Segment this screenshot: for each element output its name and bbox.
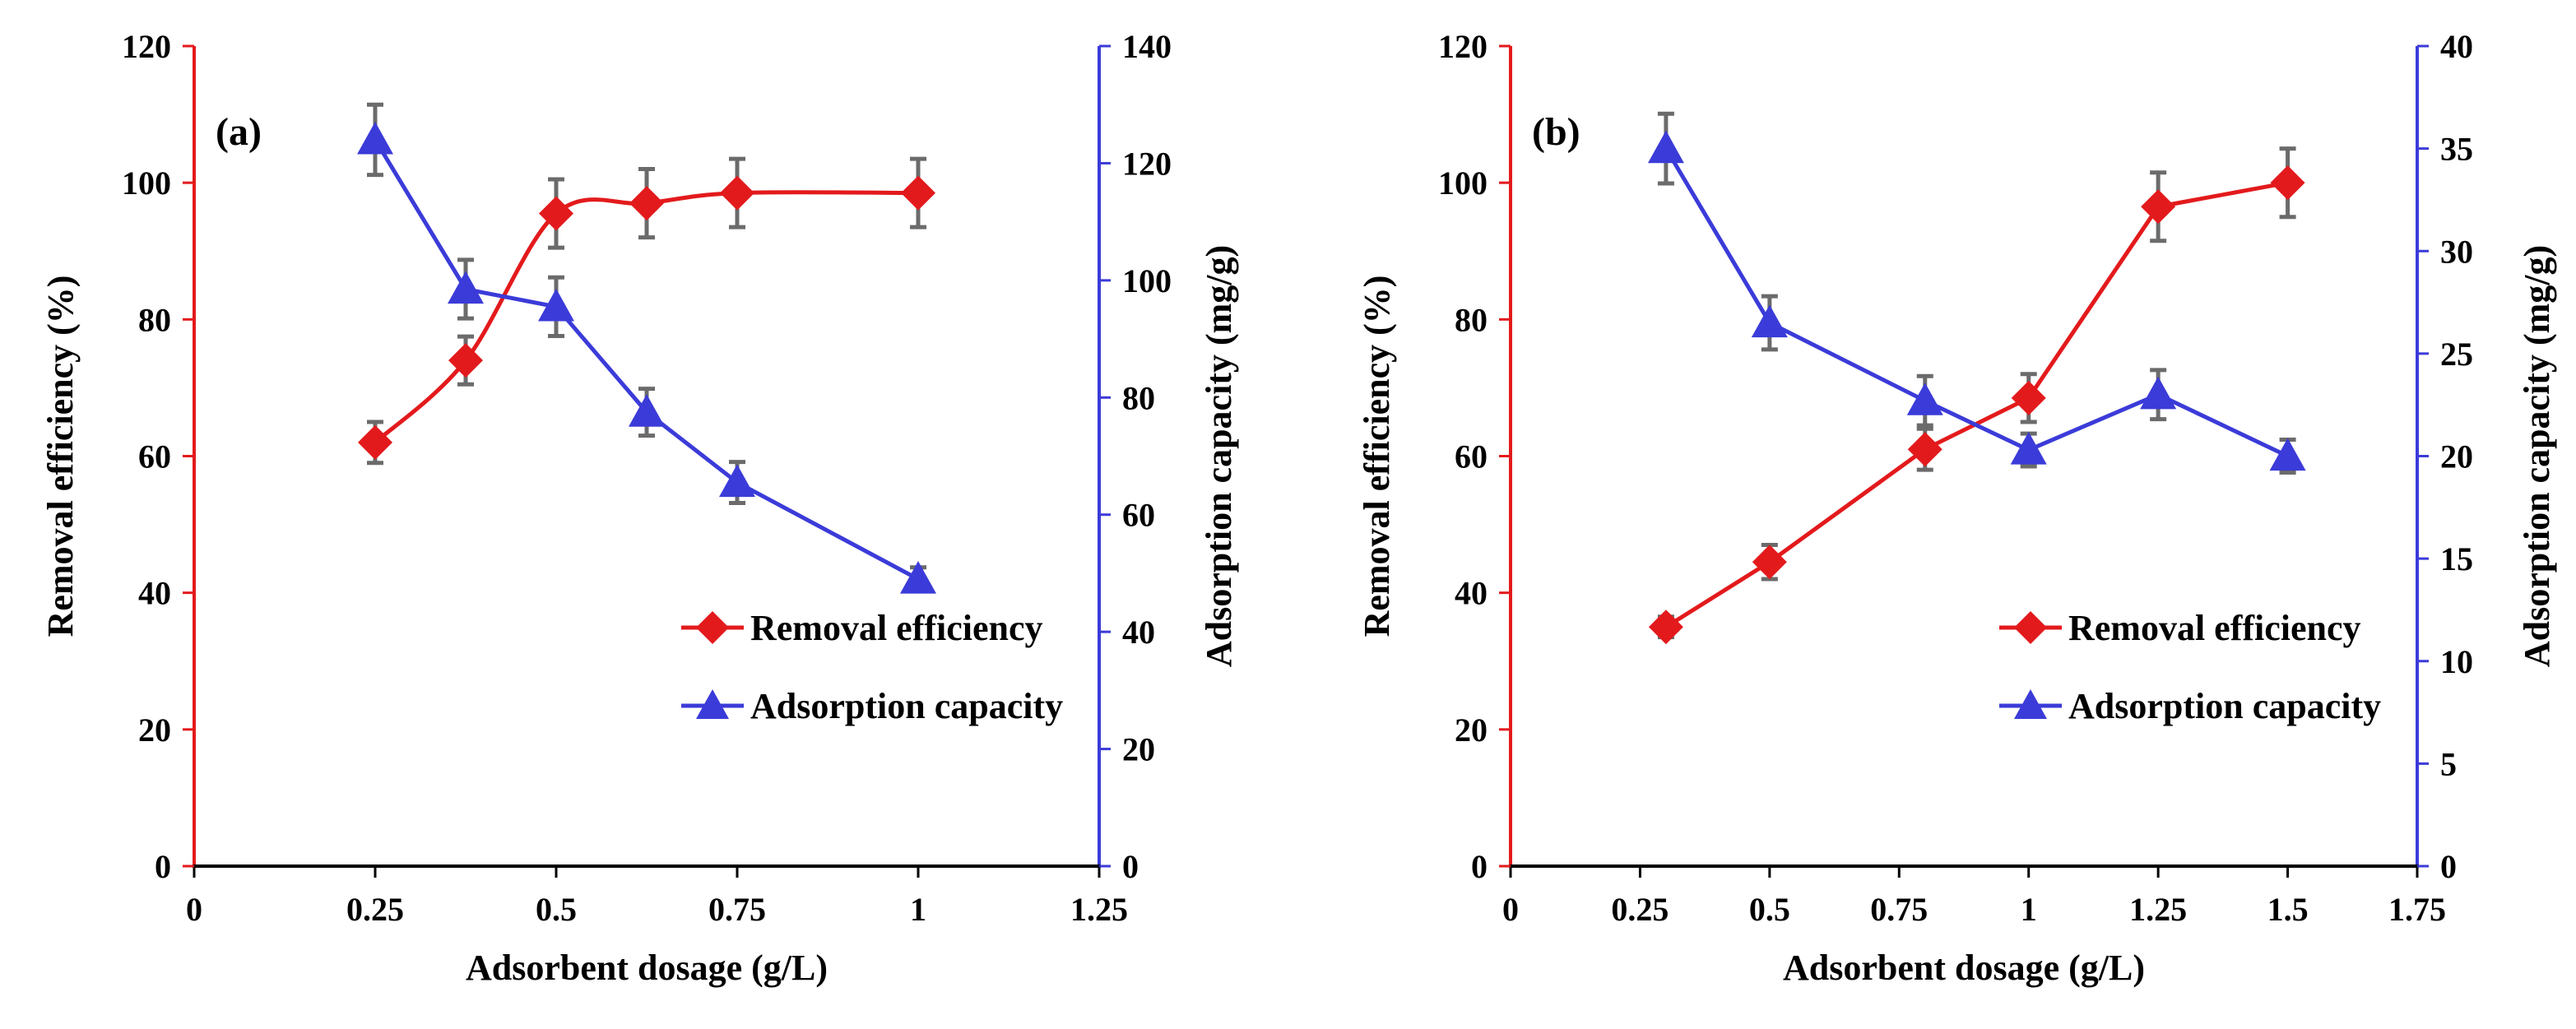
x-tick-label: 1 [2021,891,2037,928]
x-tick-label: 0.5 [536,891,577,928]
adsorption-capacity-point [448,271,484,304]
y-left-axis-title: Removal efficiency (%) [1357,276,1397,637]
adsorption-capacity-point [538,288,574,322]
removal-efficiency-point [1752,545,1787,580]
panel-label: (a) [216,110,262,154]
adsorption-capacity-point [2269,438,2306,471]
x-tick-label: 0.75 [708,891,766,928]
y-right-tick-label: 0 [1122,848,1139,885]
x-tick-label: 1 [910,891,926,928]
adsorption-capacity-series [1647,111,2306,475]
removal-efficiency-point [448,343,483,378]
removal-efficiency-point [2270,165,2305,201]
removal-efficiency-point [901,175,935,211]
x-tick-label: 1.75 [2388,891,2446,928]
legend-marker [696,689,729,719]
chart-panel-a: 0 0.25 0.5 0.75 1 1.25 0 20 40 60 80 100 120 0 20 40 60 8… [40,28,1239,988]
y-right-tick-label: 20 [2440,438,2473,475]
y-right-tick-label: 20 [1122,731,1155,768]
legend-marker [696,611,729,644]
adsorption-capacity-series [357,102,936,594]
y-right-axis-title: Adsorption capacity (mg/g) [2517,245,2557,667]
removal-efficiency-point [358,424,392,460]
x-axis-title: Adsorbent dosage (g/L) [1783,948,2145,988]
adsorption-capacity-point [357,121,393,155]
y-right-tick-label: 100 [1122,262,1172,299]
legend-adsorption-capacity: Adsorption capacity [681,686,1063,726]
adsorption-capacity-point [1751,304,1788,338]
removal-efficiency-series [1648,146,2305,645]
y-right-axis-title: Adsorption capacity (mg/g) [1199,245,1239,667]
x-axis-title: Adsorbent dosage (g/L) [466,948,828,988]
chart-panel-b: 0 0.25 0.5 0.75 1 1.25 1.5 1.75 0 20 40 60 80 100 120 0… [1357,28,2557,988]
y-left-tick-label: 20 [138,711,171,749]
x-tick-label: 1.5 [2267,891,2309,928]
removal-efficiency-point [1648,610,1683,645]
legend-label: Removal efficiency [2068,608,2361,648]
legend-removal-efficiency: Removal efficiency [681,608,1043,648]
x-tick-label: 0.5 [1749,891,1790,928]
y-left-tick-label: 120 [1438,28,1488,65]
y-left-tick-label: 40 [138,575,171,612]
y-left-tick-label: 20 [1455,711,1488,749]
y-right-tick-label: 140 [1122,28,1172,65]
y-left-tick-label: 0 [155,848,171,885]
legend-marker [2014,689,2047,719]
legend-label: Adsorption capacity [750,686,1063,726]
y-right-tick-label: 15 [2440,540,2473,577]
removal-efficiency-series [358,156,935,466]
y-right-tick-label: 40 [1122,614,1155,651]
y-right-tick-label: 40 [2440,28,2473,65]
y-right-tick-label: 60 [1122,497,1155,534]
x-tick-label: 0.25 [1611,891,1669,928]
x-tick-label: 0 [186,891,202,928]
adsorption-capacity-point [900,561,936,594]
y-right-tick-label: 0 [2440,848,2457,885]
removal-efficiency-point [1907,432,1942,467]
adsorption-capacity-point [629,394,665,427]
y-left-tick-label: 120 [122,28,171,65]
x-tick-label: 0 [1502,891,1519,928]
legend-label: Adsorption capacity [2068,686,2381,726]
adsorption-capacity-point [2010,432,2047,465]
removal-efficiency-point [539,196,573,231]
y-left-tick-label: 100 [1438,165,1488,202]
legend-label: Removal efficiency [750,608,1043,648]
adsorption-capacity-line [373,138,920,582]
x-tick-label: 1.25 [1070,891,1128,928]
y-right-tick-label: 30 [2440,233,2473,270]
y-right-tick-label: 5 [2440,745,2457,782]
panel-label: (b) [1532,110,1580,154]
removal-efficiency-point [629,186,664,221]
adsorption-capacity-point [2140,376,2177,410]
removal-efficiency-point [2141,189,2176,225]
y-left-tick-label: 80 [138,301,171,338]
y-right-tick-label: 35 [2440,131,2473,168]
y-left-axis-title: Removal efficiency (%) [40,276,81,637]
y-left-tick-label: 60 [138,438,171,475]
removal-efficiency-point [720,175,754,211]
y-left-tick-label: 40 [1455,575,1488,612]
y-right-tick-label: 25 [2440,336,2473,373]
adsorption-capacity-line [1664,147,2289,458]
removal-efficiency-point [2011,380,2046,415]
y-right-tick-label: 10 [2440,643,2473,680]
y-left-tick-label: 0 [1471,848,1488,885]
y-left-tick-label: 60 [1455,438,1488,475]
legend-marker [2014,611,2047,644]
adsorption-capacity-point [1647,130,1684,164]
x-tick-label: 0.75 [1870,891,1928,928]
legend-removal-efficiency: Removal efficiency [1999,608,2361,648]
x-tick-label: 1.25 [2129,891,2187,928]
legend-adsorption-capacity: Adsorption capacity [1999,686,2381,726]
removal-efficiency-line [374,190,919,444]
y-left-tick-label: 100 [122,165,171,202]
y-right-tick-label: 80 [1122,379,1155,416]
y-right-tick-label: 120 [1122,145,1172,182]
x-tick-label: 0.25 [346,891,404,928]
y-left-tick-label: 80 [1455,301,1488,338]
adsorption-capacity-point [1906,382,1943,415]
adsorption-capacity-point [719,464,755,498]
